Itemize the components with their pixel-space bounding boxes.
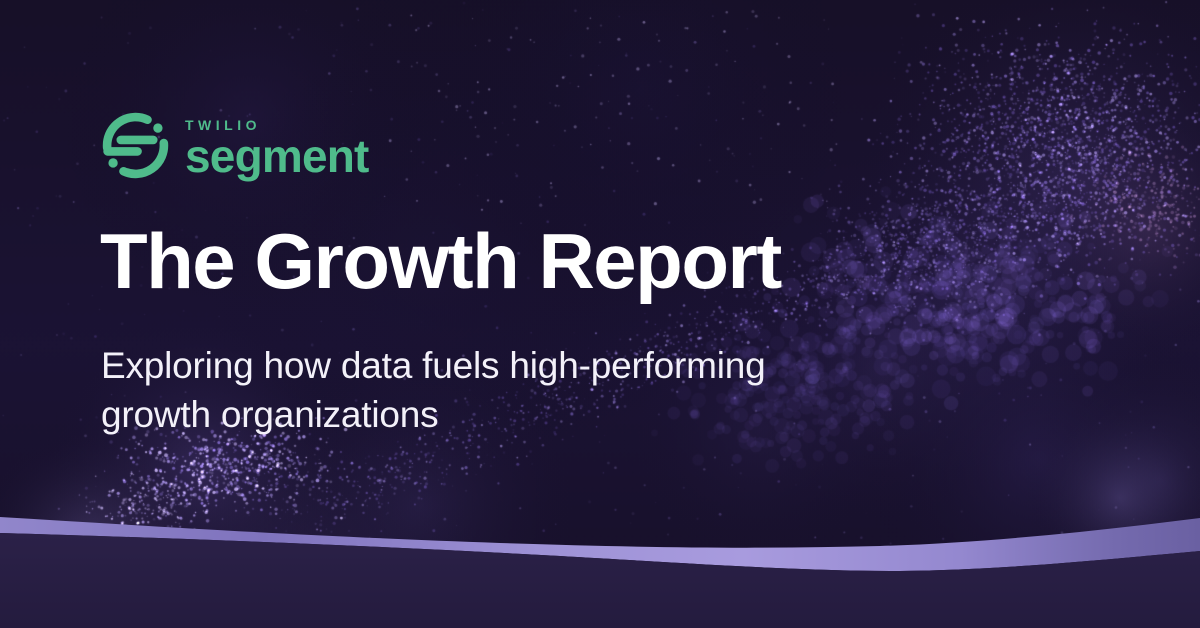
logo-wordmark: TWILIO segment [185, 110, 369, 182]
segment-logo-icon [102, 112, 169, 179]
subtitle-line-1: Exploring how data fuels high-performing [101, 345, 766, 386]
logo-product-label: segment [185, 130, 369, 182]
page-subtitle: Exploring how data fuels high-performing… [101, 341, 766, 439]
subtitle-line-2: growth organizations [101, 394, 439, 435]
page-title: The Growth Report [100, 217, 782, 305]
twilio-segment-logo: TWILIO segment [100, 110, 369, 181]
logo-company-label: TWILIO [185, 117, 261, 133]
